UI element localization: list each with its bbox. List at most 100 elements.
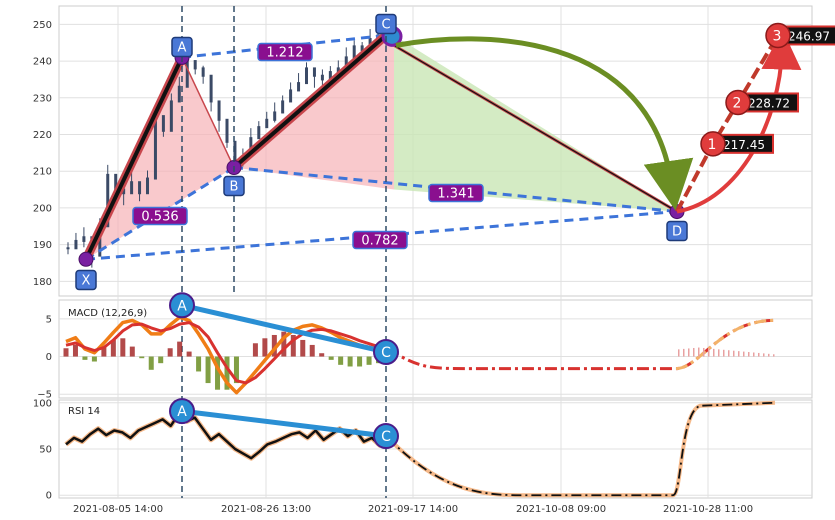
y-tick-label: 50 <box>39 445 52 456</box>
leg-ab <box>181 57 235 168</box>
macd-histogram-bar <box>139 356 145 359</box>
candle-body <box>98 225 102 257</box>
target-number: 1 <box>708 137 717 153</box>
candle-body <box>138 181 142 195</box>
candle-body <box>74 239 78 250</box>
label-layer: X A B C D 0.536 1.212 1.341 0.782 217.45 1 228.72 2 2… <box>75 13 835 450</box>
candle-body <box>146 177 149 195</box>
ratio-label-box <box>352 230 408 250</box>
vertex-label-a: A <box>178 41 187 56</box>
macd-histogram-bar <box>148 356 154 370</box>
candle-body <box>312 67 316 77</box>
macd-histogram-bar <box>271 334 277 357</box>
macd-forecast-bar <box>688 348 690 357</box>
macd-forecast-bar <box>768 353 770 357</box>
macd-histogram-bar <box>319 353 325 357</box>
ratio-label-box <box>428 183 484 203</box>
macd-forecast-bar <box>683 348 685 357</box>
macd-forecast-bar <box>743 351 745 357</box>
candle-body <box>177 85 181 103</box>
candle-body <box>297 82 301 92</box>
macd-forecast-bar <box>763 353 765 357</box>
macd-histogram-bar <box>63 348 69 357</box>
leg-bc <box>232 33 388 170</box>
macd-histogram-bar <box>196 356 202 372</box>
macd-histogram-bar <box>233 356 239 384</box>
leg-xa <box>84 55 184 262</box>
rsi-divergence-c-circle <box>373 423 399 450</box>
macd-histogram-bar <box>328 356 334 360</box>
leg-cd <box>393 44 678 213</box>
macd-histogram-bar <box>300 339 306 357</box>
candle-body <box>265 118 269 129</box>
ac-ratio-line <box>181 33 387 59</box>
candle-body <box>257 126 261 140</box>
vertex-label-c-box <box>375 13 397 35</box>
macd-histogram-bar <box>290 334 296 357</box>
macd-divergence-c-circle <box>373 339 399 366</box>
target-number: 3 <box>773 28 782 44</box>
candle-body <box>106 173 110 228</box>
target-circle <box>725 89 751 116</box>
candle-body <box>122 188 126 195</box>
macd-forecast-bar <box>708 348 710 357</box>
macd-forecast-bar <box>748 352 750 357</box>
macd-histogram-bar <box>224 356 230 390</box>
y-tick-label: 180 <box>33 277 52 288</box>
vertex-label-b-box <box>223 175 245 197</box>
macd-histogram-bar <box>338 356 344 365</box>
macd-forecast-bar <box>753 352 755 357</box>
candle-body <box>233 140 237 162</box>
projection-triangle <box>394 35 677 212</box>
macd-histogram-bar <box>186 351 192 357</box>
rsi-forecast <box>387 401 776 497</box>
rsi-divergence-a-circle <box>169 398 195 425</box>
macd-forecast-bar <box>713 348 715 357</box>
macd-forecast-bar <box>703 347 705 357</box>
macd-histogram-bar <box>366 356 372 365</box>
x-tick-label: 2021-08-26 13:00 <box>221 504 311 515</box>
vertex-label-d: D <box>672 225 682 240</box>
target-circle <box>700 131 726 157</box>
projection-arrow <box>395 36 694 211</box>
y-tick-label: −5 <box>37 390 52 401</box>
candle-body <box>161 115 165 132</box>
macd-forecast-bar <box>728 350 730 357</box>
macd-histogram-bar <box>262 338 268 357</box>
rsi-title: RSI 14 <box>68 406 100 417</box>
macd-histogram-bar <box>309 344 315 357</box>
y-tick-label: 0 <box>46 352 52 363</box>
candle-body <box>82 236 86 242</box>
macd-line <box>65 315 389 395</box>
x-tick-label: 2021-08-05 14:00 <box>73 504 163 515</box>
macd-histogram-bar <box>167 348 173 357</box>
candle-body <box>66 247 70 250</box>
target-circle <box>765 22 791 49</box>
macd-title: MACD (12,26,9) <box>68 308 147 319</box>
ratio-label-box <box>132 206 188 226</box>
rsi-divergence-line <box>181 408 387 439</box>
candle-body <box>352 45 356 59</box>
vertex-label-d-box <box>666 220 688 242</box>
macd-histogram-bar <box>72 344 78 357</box>
candle-body <box>153 115 157 180</box>
candle-body <box>201 67 205 77</box>
candle-body <box>169 100 173 132</box>
candle-body <box>217 100 221 121</box>
candle-body <box>289 89 293 103</box>
macd-histogram-bar <box>347 356 353 367</box>
macd-forecast-bar <box>718 349 720 357</box>
candle-body <box>328 71 332 81</box>
rsi-divergence-a: A <box>177 404 187 420</box>
candle-body <box>114 173 118 191</box>
y-tick-label: 210 <box>33 167 52 178</box>
tick-labels: 2021-08-05 14:00 2021-08-26 13:00 2021-09-… <box>33 20 753 515</box>
y-tick-label: 5 <box>46 314 52 325</box>
rsi-layer <box>64 400 776 498</box>
target-number: 2 <box>733 95 742 111</box>
y-tick-label: 200 <box>33 203 52 214</box>
candle-body <box>281 100 285 114</box>
xd-ratio-line <box>85 210 678 261</box>
macd-forecast-bar <box>678 349 680 357</box>
